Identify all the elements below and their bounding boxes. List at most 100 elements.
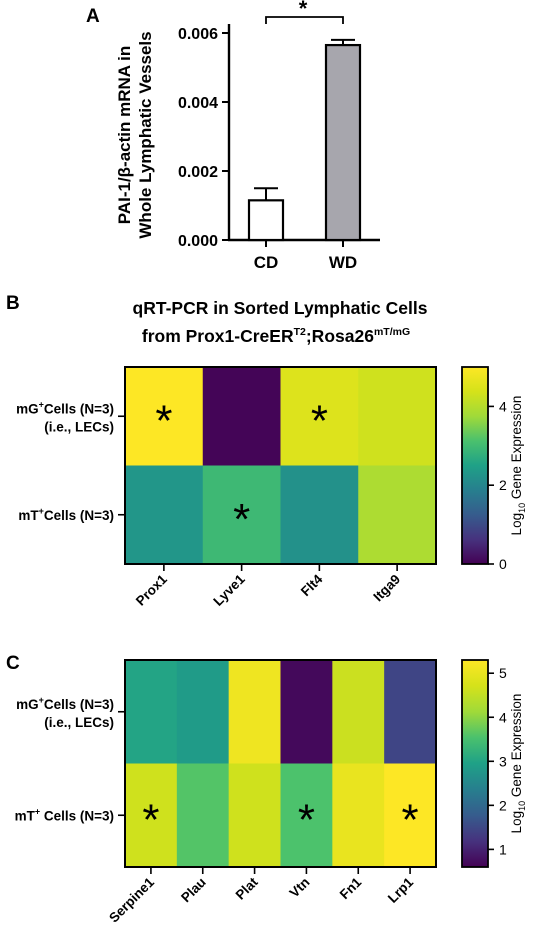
panel-b-heatmap: * **mG+Cells (N=3)(i.e., LECs)mT+Cells (N… [16,366,527,609]
col-label: Lyve1 [210,571,248,609]
heatmap-cell [125,660,178,764]
title-sup2: mT/mG [374,326,410,338]
panel-a-ylabel-line2: Whole Lymphatic Vessels [136,31,155,238]
col-label: Plat [233,874,261,902]
colorbar-tick-label: 0 [499,556,507,572]
col-label: Flt4 [298,571,326,599]
col-label: Plau [178,875,209,906]
col-label: Fn1 [337,874,365,902]
significance-star: * [311,396,328,445]
significance-star: * [402,795,419,844]
row-label-part: mT [18,508,39,523]
heatmap-cell [125,763,178,868]
colorbar-tick-label: 2 [499,477,507,493]
colorbar-label-part: Log [509,513,524,536]
panel-b-title-line2: from Prox1-CreERT2;Rosa26mT/mG [142,326,410,346]
heatmap-cell [358,367,437,466]
col-label: Itga9 [370,572,403,605]
panel-c: C * * *mG+Cells (N=3)(i.e., LECs)mT+ Cells… [6,653,527,925]
col-label: Serpine1 [106,874,157,925]
heatmap-frame [124,366,437,565]
row-label: mT+ Cells (N=3) [15,806,114,823]
panel-b: B qRT-PCR in Sorted Lymphatic Cells from… [6,293,527,609]
colorbar-tick-label: 5 [499,665,507,681]
panel-b-title-line1: qRT-PCR in Sorted Lymphatic Cells [133,298,428,318]
colorbar-label-sub: 10 [517,801,527,811]
significance-star: * [299,0,308,21]
colorbar-label-sub: 10 [517,503,527,513]
colorbar-tick-label: 2 [499,797,507,813]
heatmap-cell [228,660,281,764]
significance-star: * [298,795,315,844]
col-label: Prox1 [133,571,170,608]
row-label-part: Cells (N=3) [44,697,114,712]
significance-star: * [142,795,159,844]
x-tick-label: CD [254,253,279,272]
panel-a: A PAI-1/β-actin mRNA in Whole Lymphatic … [86,0,380,272]
heatmap-cell [280,763,333,868]
row-label-part: Cells (N=3) [40,808,114,823]
row-label-part: Cells (N=3) [44,508,114,523]
y-tick-label: 0.004 [178,95,218,112]
panel-b-label: B [6,293,20,314]
heatmap-cell [280,660,333,764]
colorbar-tick-label: 4 [499,398,507,414]
panel-a-bars: CD WD [228,38,380,272]
row-label: mT+Cells (N=3) [18,506,114,523]
row-label-sup: + [39,506,44,516]
col-label: Vtn [287,875,313,901]
x-tick-label: WD [329,253,357,272]
heatmap-frame [124,659,437,868]
colorbar [461,366,489,565]
panel-a-label: A [86,6,100,27]
heatmap-cell [228,763,281,868]
significance-bracket [265,16,344,24]
colorbar [461,659,489,868]
colorbar-label: Log10 Gene Expression [509,694,527,834]
bar-cd [247,199,285,242]
row-label: mG+Cells (N=3) [16,399,114,416]
colorbar-tick-label: 4 [499,709,507,725]
row-label-sup: + [35,806,40,816]
significance-star: * [155,396,172,445]
heatmap-cell [125,367,204,466]
title-pre: from Prox1-CreER [142,326,294,346]
colorbar-tick-label: 3 [499,753,507,769]
title-mid: ;Rosa26 [306,326,374,346]
y-tick-label: 0.000 [178,233,218,250]
heatmap-cell [280,465,359,565]
colorbar-label: Log10 Gene Expression [509,396,527,536]
heatmap-cell [280,367,359,466]
col-label: Lrp1 [385,874,417,906]
panel-a-y-ticks: 0.000 0.002 0.004 0.006 [178,26,229,250]
heatmap-cell [358,465,437,565]
row-label-part: mG [16,401,39,416]
heatmap-cell [202,367,281,466]
heatmap-cell [384,763,437,868]
panel-c-heatmap: * * *mG+Cells (N=3)(i.e., LECs)mT+ Cells (… [15,659,527,925]
colorbar-tick-label: 1 [499,841,507,857]
bar-wd [324,43,362,242]
row-label-part: mG [16,697,39,712]
heatmap-cell [332,660,385,764]
colorbar-label-part: Log [509,811,524,834]
heatmap-cell [176,660,230,764]
row-label: mG+Cells (N=3) [16,695,114,712]
heatmap-cell [332,763,385,868]
y-tick-label: 0.006 [178,26,218,43]
significance-star: * [233,495,250,544]
panel-c-label: C [6,653,20,674]
heatmap-cell [176,763,230,868]
row-label-line2: (i.e., LECs) [44,419,114,434]
row-label-line2: (i.e., LECs) [44,715,114,730]
row-label-part: Cells (N=3) [44,401,114,416]
row-label-sup: + [39,695,44,705]
row-label-part: mT [15,808,36,823]
panel-a-significance: * [265,0,344,24]
title-sup1: T2 [294,326,306,338]
colorbar-label-part: Gene Expression [509,694,524,801]
heatmap-cell [125,465,204,565]
heatmap-cell [202,465,281,565]
heatmap-cell [384,660,437,764]
